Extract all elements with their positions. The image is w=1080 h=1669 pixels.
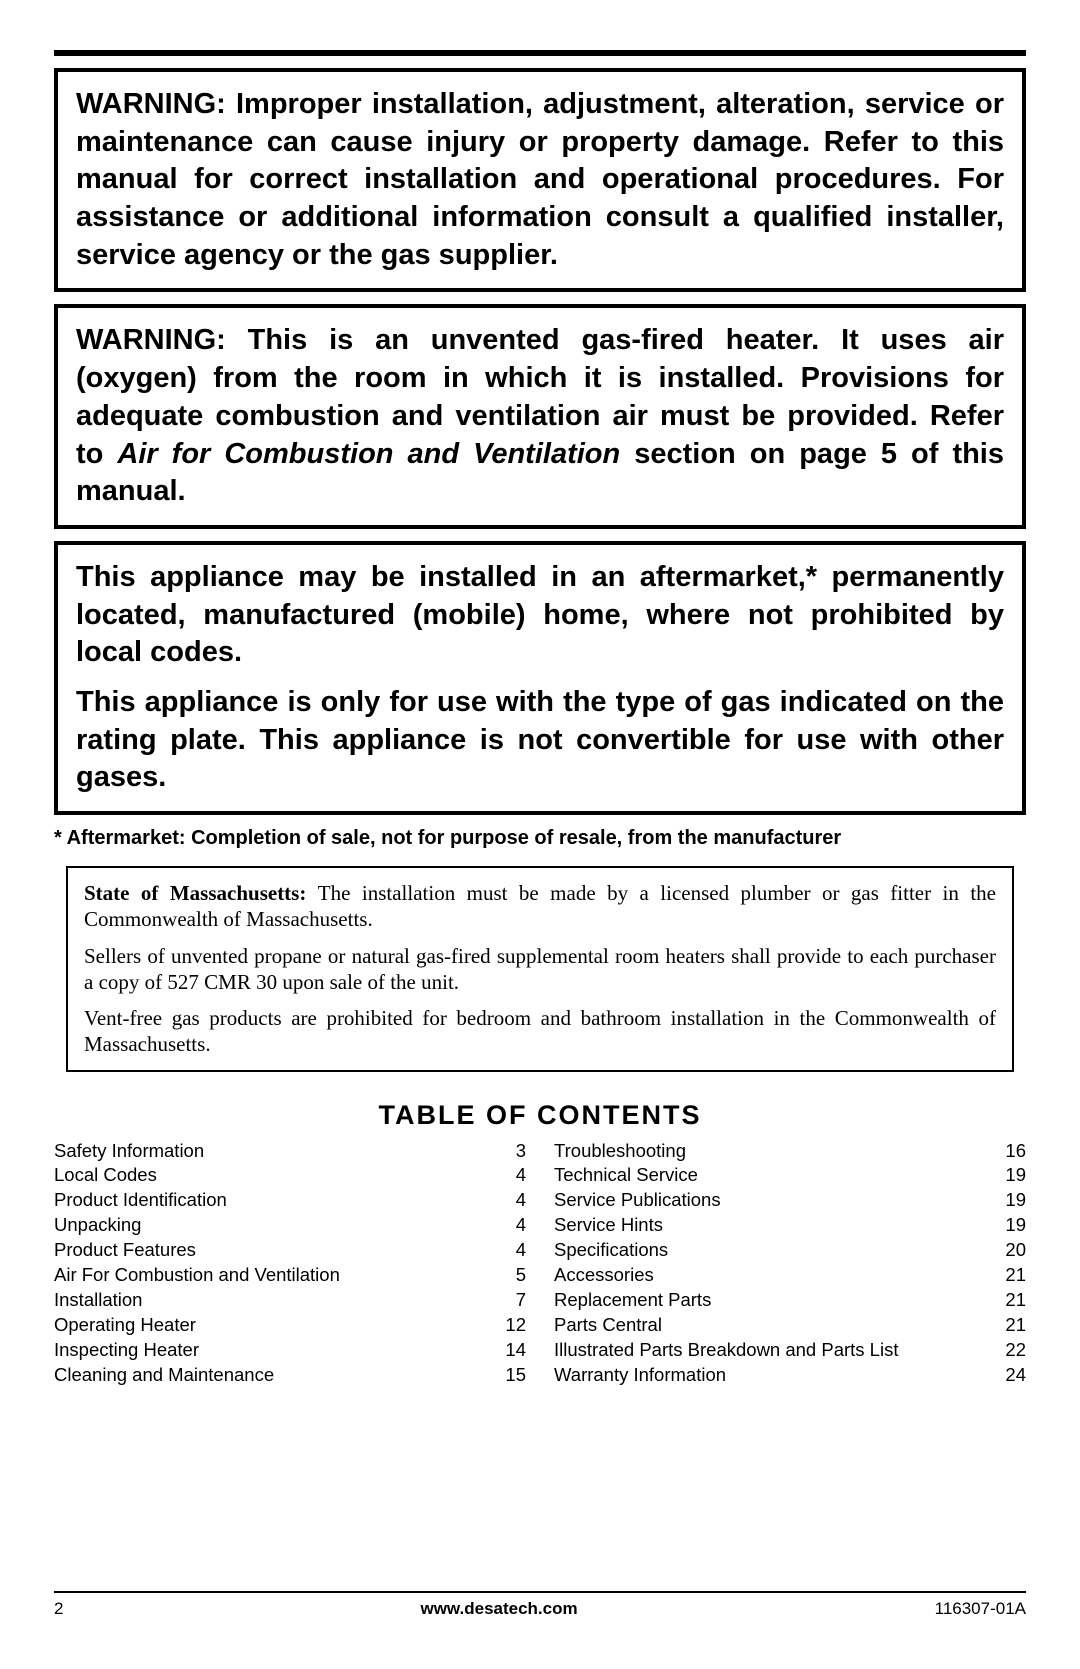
toc-page: 24 xyxy=(998,1363,1026,1388)
page-footer: 2 www.desatech.com 116307-01A xyxy=(54,1599,1026,1619)
toc-label: Local Codes xyxy=(54,1163,157,1188)
toc-label: Troubleshooting xyxy=(554,1139,686,1164)
footer-url: www.desatech.com xyxy=(420,1599,577,1619)
toc-entry: Product Identification 4 xyxy=(54,1188,526,1213)
toc-page: 22 xyxy=(998,1338,1026,1363)
toc-page: 4 xyxy=(498,1163,526,1188)
state-p1-bold: State of Massachusetts: xyxy=(84,881,318,905)
toc-page: 21 xyxy=(998,1263,1026,1288)
toc-entry: Operating Heater 12 xyxy=(54,1313,526,1338)
toc-page: 3 xyxy=(498,1139,526,1164)
warning-3-p2: This appliance is only for use with the … xyxy=(76,684,1004,797)
toc-entry: Inspecting Heater 14 xyxy=(54,1338,526,1363)
toc-label: Inspecting Heater xyxy=(54,1338,199,1363)
state-p3: Vent-free gas products are prohibited fo… xyxy=(84,1005,996,1058)
state-p2: Sellers of unvented propane or natural g… xyxy=(84,943,996,996)
footer-doc-number: 116307-01A xyxy=(935,1599,1026,1619)
warning-box-3: This appliance may be installed in an af… xyxy=(54,541,1026,815)
toc-label: Product Identification xyxy=(54,1188,227,1213)
toc-page: 16 xyxy=(998,1139,1026,1164)
toc-page: 20 xyxy=(998,1238,1026,1263)
toc-page: 15 xyxy=(498,1363,526,1388)
toc-label: Specifications xyxy=(554,1238,668,1263)
toc-page: 21 xyxy=(998,1313,1026,1338)
toc-label: Safety Information xyxy=(54,1139,204,1164)
toc-label: Product Features xyxy=(54,1238,196,1263)
toc-entry: Service Publications 19 xyxy=(554,1188,1026,1213)
toc-label: Accessories xyxy=(554,1263,654,1288)
toc-page: 21 xyxy=(998,1288,1026,1313)
toc-entry: Accessories 21 xyxy=(554,1263,1026,1288)
warning-box-2: WARNING: This is an unvented gas-fired h… xyxy=(54,304,1026,528)
toc-page: 4 xyxy=(498,1188,526,1213)
toc-column-right: Troubleshooting 16 Technical Service 19 Se… xyxy=(554,1139,1026,1389)
toc-label: Illustrated Parts Breakdown and Parts Li… xyxy=(554,1338,898,1363)
toc-entry: Product Features 4 xyxy=(54,1238,526,1263)
toc-entry: Air For Combustion and Ventilation 5 xyxy=(54,1263,526,1288)
toc-label: Cleaning and Maintenance xyxy=(54,1363,274,1388)
toc-page: 19 xyxy=(998,1213,1026,1238)
toc-page: 7 xyxy=(498,1288,526,1313)
toc-column-left: Safety Information 3 Local Codes 4 Product… xyxy=(54,1139,526,1389)
toc-label: Replacement Parts xyxy=(554,1288,711,1313)
toc-page: 4 xyxy=(498,1213,526,1238)
toc-label: Service Publications xyxy=(554,1188,721,1213)
toc-entry: Troubleshooting 16 xyxy=(554,1139,1026,1164)
toc-page: 4 xyxy=(498,1238,526,1263)
footer-page-number: 2 xyxy=(54,1599,63,1619)
toc-label: Operating Heater xyxy=(54,1313,196,1338)
toc-page: 5 xyxy=(498,1263,526,1288)
toc-label: Air For Combustion and Ventilation xyxy=(54,1263,340,1288)
warning-3-p1: This appliance may be installed in an af… xyxy=(76,559,1004,672)
state-p1: State of Massachusetts: The installation… xyxy=(84,880,996,933)
aftermarket-footnote: * Aftermarket: Completion of sale, not f… xyxy=(54,827,1026,850)
toc-entry: Specifications 20 xyxy=(554,1238,1026,1263)
toc-entry: Parts Central 21 xyxy=(554,1313,1026,1338)
top-rule xyxy=(54,50,1026,56)
toc-page: 19 xyxy=(998,1188,1026,1213)
warning-text-1: WARNING: Improper installation, adjustme… xyxy=(76,86,1004,274)
warning-box-1: WARNING: Improper installation, adjustme… xyxy=(54,68,1026,292)
toc-entry: Service Hints 19 xyxy=(554,1213,1026,1238)
warning-2-italic: Air for Combustion and Ventilation xyxy=(117,438,620,470)
toc-entry: Local Codes 4 xyxy=(54,1163,526,1188)
toc-entry: Technical Service 19 xyxy=(554,1163,1026,1188)
toc-entry: Safety Information 3 xyxy=(54,1139,526,1164)
toc-label: Service Hints xyxy=(554,1213,663,1238)
warning-text-2: WARNING: This is an unvented gas-fired h… xyxy=(76,322,1004,510)
toc-entry: Illustrated Parts Breakdown and Parts Li… xyxy=(554,1338,1026,1363)
toc-label: Parts Central xyxy=(554,1313,662,1338)
toc-entry: Installation 7 xyxy=(54,1288,526,1313)
toc-entry: Unpacking 4 xyxy=(54,1213,526,1238)
state-massachusetts-box: State of Massachusetts: The installation… xyxy=(66,866,1014,1072)
toc-label: Warranty Information xyxy=(554,1363,726,1388)
toc-page: 14 xyxy=(498,1338,526,1363)
toc-label: Unpacking xyxy=(54,1213,141,1238)
manual-page: WARNING: Improper installation, adjustme… xyxy=(54,0,1026,1388)
toc-page: 12 xyxy=(498,1313,526,1338)
toc-page: 19 xyxy=(998,1163,1026,1188)
toc-label: Technical Service xyxy=(554,1163,698,1188)
table-of-contents: Safety Information 3 Local Codes 4 Product… xyxy=(54,1139,1026,1389)
toc-entry: Cleaning and Maintenance 15 xyxy=(54,1363,526,1388)
toc-entry: Replacement Parts 21 xyxy=(554,1288,1026,1313)
toc-entry: Warranty Information 24 xyxy=(554,1363,1026,1388)
toc-heading: TABLE OF CONTENTS xyxy=(54,1100,1026,1131)
toc-label: Installation xyxy=(54,1288,142,1313)
footer-rule xyxy=(54,1591,1026,1593)
